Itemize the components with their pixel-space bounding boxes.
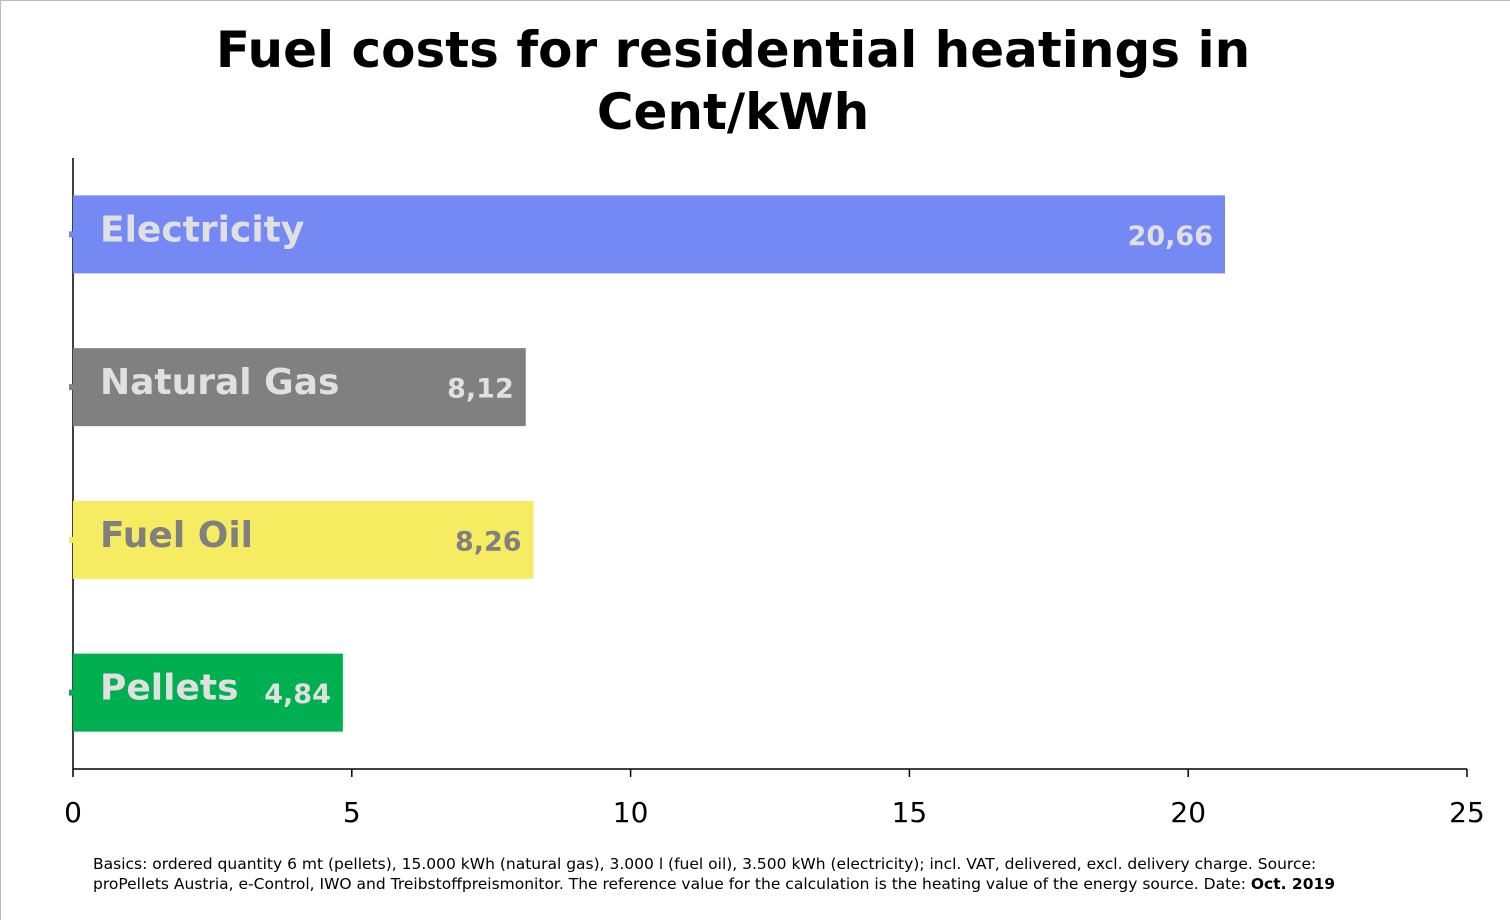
- value-label: 20,66: [1128, 221, 1213, 252]
- value-label: 8,12: [447, 374, 514, 405]
- x-tick-label: 25: [1449, 796, 1485, 829]
- x-tick-label: 0: [64, 796, 82, 829]
- bar: [73, 195, 1226, 274]
- x-tick-label: 15: [892, 796, 928, 829]
- value-label: 4,84: [264, 679, 331, 710]
- bar: [73, 348, 526, 427]
- bar: [73, 500, 534, 579]
- bar: [73, 653, 343, 732]
- x-tick-label: 10: [613, 796, 649, 829]
- value-label: 8,26: [455, 526, 522, 557]
- category-label: Natural Gas: [100, 362, 339, 403]
- footnote-date: Oct. 2019: [1250, 875, 1336, 893]
- footnote: Basics: ordered quantity 6 mt (pellets),…: [93, 854, 1473, 894]
- chart-title: Fuel costs for residential heatings in C…: [215, 21, 1251, 141]
- category-label: Electricity: [100, 209, 304, 250]
- footnote-line: proPellets Austria, e-Control, IWO and T…: [93, 875, 1246, 893]
- category-label: Fuel Oil: [100, 515, 253, 556]
- category-label: Pellets: [100, 668, 239, 709]
- x-tick-label: 20: [1170, 796, 1206, 829]
- x-tick-label: 5: [343, 796, 361, 829]
- footnote-line: Basics: ordered quantity 6 mt (pellets),…: [93, 855, 1317, 873]
